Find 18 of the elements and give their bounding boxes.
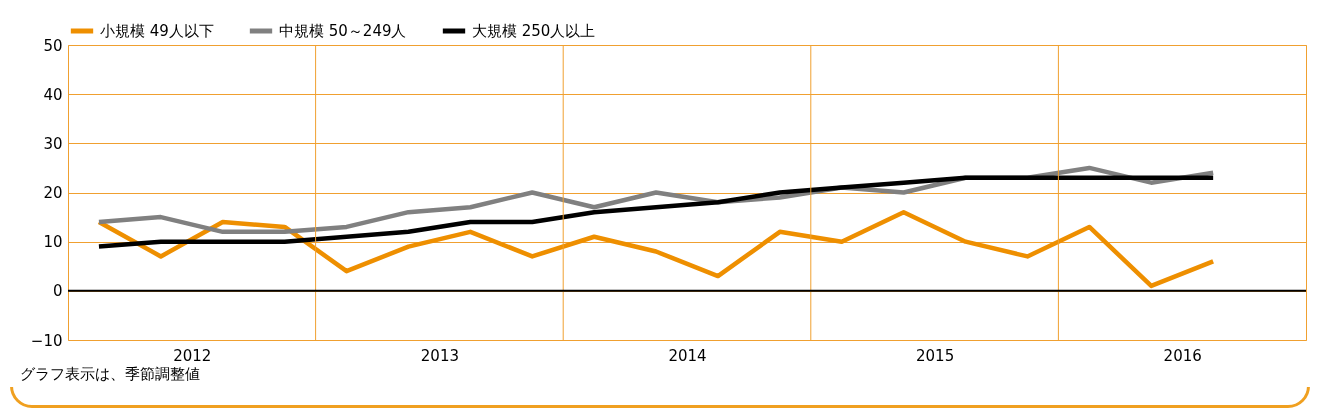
- line-series: [96, 209, 1216, 289]
- x-tick-label: 2013: [420, 346, 459, 365]
- x-tick-label: 2014: [668, 346, 707, 365]
- legend-label: 小規模 49人以下: [100, 22, 214, 40]
- y-tick-label: 40: [43, 85, 63, 104]
- x-tick-label: 2012: [173, 346, 212, 365]
- legend-label: 中規模 50～249人: [279, 22, 407, 40]
- y-tick-label: 0: [52, 282, 63, 301]
- legend-label: 大規模 250人以上: [472, 22, 596, 40]
- y-tick-label: 20: [43, 184, 63, 202]
- x-tick-label: 2016: [1163, 346, 1202, 365]
- text: グラフ表示は、季節調整値: [20, 365, 201, 383]
- line-series: [96, 175, 1216, 249]
- y-tick-label: −10: [30, 331, 63, 350]
- y-tick-label: 30: [43, 134, 63, 153]
- y-tick-label: 50: [43, 36, 63, 55]
- y-tick-label: 10: [43, 233, 63, 252]
- x-tick-label: 2015: [916, 346, 955, 365]
